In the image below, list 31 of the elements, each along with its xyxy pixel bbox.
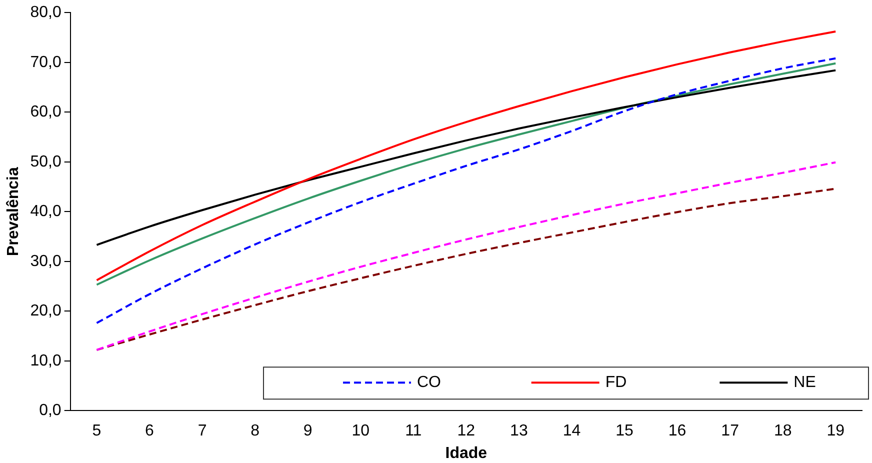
line-series [96,57,837,324]
y-tick-label: 20,0 [30,302,62,320]
x-tick-label: 11 [405,422,422,440]
y-tick-label: 10,0 [30,352,62,370]
legend-label: CO [417,374,441,392]
x-tick-label: 7 [198,422,207,440]
x-tick-label: 17 [721,422,740,440]
x-tick-label: 6 [145,422,154,440]
legend-label: FD [605,374,627,392]
x-tick-label: 18 [774,422,792,440]
x-tick-label: 9 [303,422,312,440]
y-tick-label: 50,0 [30,153,62,170]
x-axis-title: Idade [445,444,488,462]
x-tick-label: 15 [616,422,634,440]
y-tick-label: 30,0 [30,252,62,270]
legend-label: NE [794,374,816,392]
y-axis-title: Prevalência [5,167,22,256]
x-tick-label: 19 [826,422,845,440]
y-tick-label: 70,0 [30,54,62,71]
x-tick-label: 16 [668,422,686,440]
y-tick-label: 0,0 [39,402,62,420]
line-series [96,69,837,246]
y-tick-label: 60,0 [30,104,62,121]
y-tick-label: 40,0 [30,203,62,220]
x-tick-label: 13 [510,422,528,440]
x-tick-label: 5 [92,422,102,440]
x-tick-label: 12 [457,422,476,440]
x-tick-label: 10 [352,422,370,440]
x-tick-label: 8 [250,422,260,440]
x-tick-label: 14 [562,422,581,440]
y-tick-label: 80,0 [30,4,62,22]
